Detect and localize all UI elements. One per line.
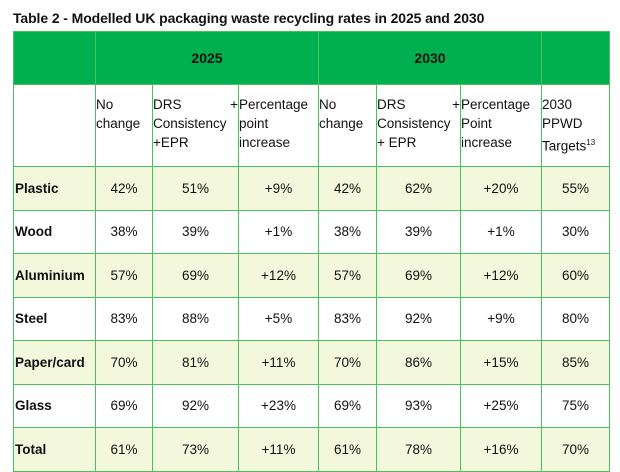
footnote-ref: 13: [586, 138, 596, 147]
text: DRS: [153, 97, 182, 112]
text: Consistency: [377, 116, 451, 131]
value-cell: 81%: [152, 340, 239, 385]
value-cell: +5%: [238, 296, 319, 341]
value-cell: 62%: [376, 166, 461, 211]
subheader-pp-2025: Percentage point increase: [238, 84, 319, 167]
value-cell: +1%: [460, 209, 542, 254]
material-label: Glass: [13, 383, 96, 428]
value-cell: 69%: [95, 383, 153, 428]
value-cell: 51%: [152, 166, 239, 211]
value-cell: 69%: [152, 253, 239, 298]
subheader-pp-2030: Percentage Point increase: [460, 84, 542, 167]
value-cell: 83%: [95, 296, 153, 341]
value-cell: 42%: [95, 166, 153, 211]
subheader-no-change-2030: No change: [318, 84, 377, 167]
material-label: Paper/card: [13, 340, 96, 385]
value-cell: 30%: [541, 209, 610, 254]
value-cell: 86%: [376, 340, 461, 385]
material-label: Wood: [13, 209, 96, 254]
year-2030-header: 2030: [318, 31, 542, 85]
material-label: Plastic: [13, 166, 96, 211]
text: +: [230, 97, 238, 112]
table-title: Table 2 - Modelled UK packaging waste re…: [13, 10, 485, 26]
value-cell: 57%: [318, 253, 377, 298]
text: DRS: [377, 97, 406, 112]
value-cell: 42%: [318, 166, 377, 211]
value-cell: 61%: [318, 427, 377, 472]
value-cell: +9%: [238, 166, 319, 211]
table-row: Plastic 42% 51% +9% 42% 62% +20% 55%: [13, 166, 610, 211]
value-cell: 75%: [541, 383, 610, 428]
value-cell: +12%: [238, 253, 319, 298]
value-cell: +1%: [238, 209, 319, 254]
value-cell: +12%: [460, 253, 542, 298]
recycling-rates-table: 2025 2030 No change DRS + Consistency +EPR …: [13, 31, 610, 472]
table-row: Paper/card 70% 81% +11% 70% 86% +15% 85%: [13, 340, 610, 385]
value-cell: 92%: [152, 383, 239, 428]
subheader-row: No change DRS + Consistency +EPR Percentage…: [13, 84, 610, 167]
value-cell: +15%: [460, 340, 542, 385]
value-cell: 55%: [541, 166, 610, 211]
year-2025-header: 2025: [95, 31, 319, 85]
value-cell: 92%: [376, 296, 461, 341]
material-label: Steel: [13, 296, 96, 341]
text: 2030 PPWD Targets: [542, 97, 587, 154]
subheader-drs-2030: DRS + Consistency + EPR: [376, 84, 461, 167]
value-cell: +23%: [238, 383, 319, 428]
value-cell: 61%: [95, 427, 153, 472]
value-cell: 80%: [541, 296, 610, 341]
value-cell: 73%: [152, 427, 239, 472]
value-cell: 85%: [541, 340, 610, 385]
value-cell: 70%: [95, 340, 153, 385]
table-row: Steel 83% 88% +5% 83% 92% +9% 80%: [13, 296, 610, 341]
value-cell: +20%: [460, 166, 542, 211]
value-cell: 38%: [95, 209, 153, 254]
value-cell: 60%: [541, 253, 610, 298]
table-row: Wood 38% 39% +1% 38% 39% +1% 30%: [13, 209, 610, 254]
value-cell: +25%: [460, 383, 542, 428]
value-cell: 78%: [376, 427, 461, 472]
value-cell: 69%: [318, 383, 377, 428]
table-row: Glass 69% 92% +23% 69% 93% +25% 75%: [13, 383, 610, 428]
text: +: [452, 97, 460, 112]
subheader-empty: [13, 84, 96, 167]
text: + EPR: [377, 135, 417, 150]
value-cell: +11%: [238, 427, 319, 472]
header-empty: [13, 31, 96, 85]
table-row: Total 61% 73% +11% 61% 78% +16% 70%: [13, 427, 610, 472]
value-cell: 69%: [376, 253, 461, 298]
header-empty: [541, 31, 610, 85]
year-header-row: 2025 2030: [13, 31, 610, 85]
value-cell: 88%: [152, 296, 239, 341]
value-cell: 57%: [95, 253, 153, 298]
subheader-drs-2025: DRS + Consistency +EPR: [152, 84, 239, 167]
table-row: Aluminium 57% 69% +12% 57% 69% +12% 60%: [13, 253, 610, 298]
value-cell: +9%: [460, 296, 542, 341]
value-cell: 38%: [318, 209, 377, 254]
material-label: Aluminium: [13, 253, 96, 298]
value-cell: 83%: [318, 296, 377, 341]
value-cell: +16%: [460, 427, 542, 472]
value-cell: 70%: [318, 340, 377, 385]
value-cell: +11%: [238, 340, 319, 385]
value-cell: 70%: [541, 427, 610, 472]
subheader-no-change-2025: No change: [95, 84, 153, 167]
text: +EPR: [153, 135, 189, 150]
subheader-targets: 2030 PPWD Targets13: [541, 84, 610, 167]
value-cell: 93%: [376, 383, 461, 428]
text: Consistency: [153, 116, 227, 131]
value-cell: 39%: [152, 209, 239, 254]
material-label: Total: [13, 427, 96, 472]
value-cell: 39%: [376, 209, 461, 254]
